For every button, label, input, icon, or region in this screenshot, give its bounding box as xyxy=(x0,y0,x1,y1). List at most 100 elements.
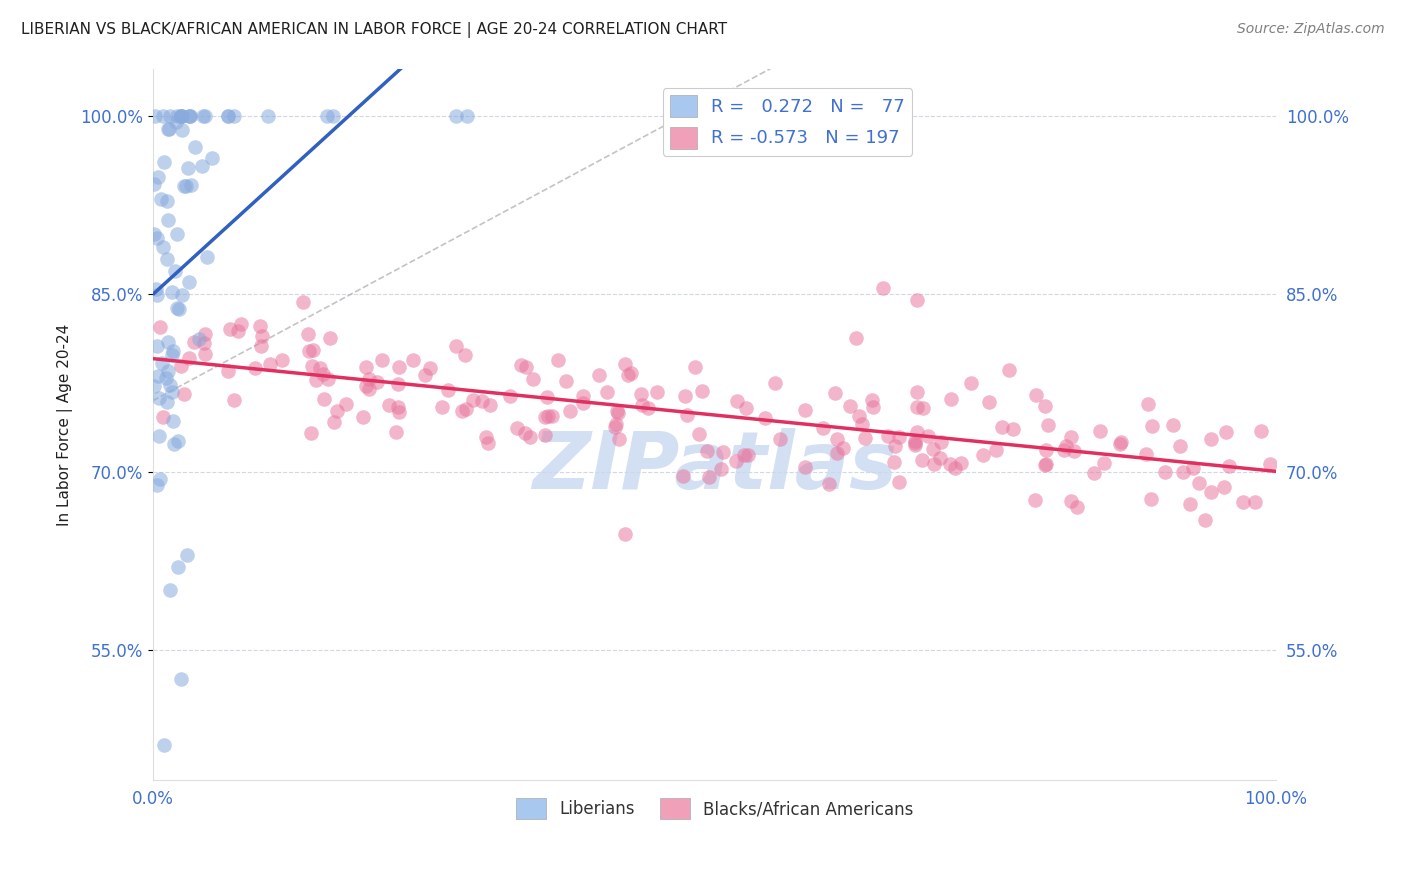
Point xyxy=(998,363,1021,377)
Point xyxy=(249,319,271,334)
Point xyxy=(605,417,627,431)
Point xyxy=(222,393,245,408)
Point xyxy=(1170,439,1192,453)
Point xyxy=(617,368,640,383)
Point xyxy=(218,322,240,336)
Point xyxy=(177,351,200,365)
Point xyxy=(499,389,522,403)
Point xyxy=(308,361,330,376)
Point xyxy=(155,371,177,385)
Point xyxy=(193,109,215,123)
Point xyxy=(195,250,218,264)
Point xyxy=(301,359,323,374)
Point xyxy=(1213,480,1236,494)
Point xyxy=(401,353,423,368)
Point xyxy=(180,178,202,192)
Point xyxy=(904,438,927,452)
Point xyxy=(630,387,652,401)
Point xyxy=(1060,494,1083,508)
Point xyxy=(456,402,478,417)
Point xyxy=(1215,425,1237,439)
Point xyxy=(312,392,335,406)
Point xyxy=(150,356,173,370)
Point xyxy=(1038,418,1060,433)
Point xyxy=(170,359,193,373)
Point xyxy=(152,409,174,424)
Y-axis label: In Labor Force | Age 20-24: In Labor Force | Age 20-24 xyxy=(58,323,73,525)
Point xyxy=(1137,397,1160,411)
Point xyxy=(1199,485,1222,500)
Point xyxy=(763,376,786,390)
Point xyxy=(385,425,408,439)
Point xyxy=(183,334,205,349)
Point xyxy=(359,372,381,386)
Point xyxy=(536,390,558,404)
Point xyxy=(537,409,560,423)
Point xyxy=(725,393,748,408)
Point xyxy=(862,392,884,407)
Point xyxy=(172,123,194,137)
Point xyxy=(1232,495,1254,509)
Point xyxy=(356,360,378,375)
Point xyxy=(143,379,166,393)
Point xyxy=(1244,494,1267,508)
Point xyxy=(160,285,183,299)
Point xyxy=(231,317,253,331)
Point xyxy=(146,287,169,301)
Point xyxy=(872,281,894,295)
Point xyxy=(245,360,267,375)
Point xyxy=(297,326,319,341)
Point xyxy=(177,161,200,176)
Point xyxy=(177,109,200,123)
Point xyxy=(1053,443,1076,458)
Point xyxy=(188,333,211,347)
Point xyxy=(166,109,188,123)
Point xyxy=(297,343,319,358)
Point xyxy=(156,395,179,409)
Point xyxy=(157,364,180,378)
Point xyxy=(883,455,905,469)
Point xyxy=(904,434,927,448)
Point xyxy=(366,375,388,389)
Point xyxy=(572,389,595,403)
Point xyxy=(256,109,278,123)
Point xyxy=(148,472,170,486)
Point xyxy=(596,384,619,399)
Point xyxy=(1199,432,1222,446)
Point xyxy=(1171,465,1194,479)
Point xyxy=(201,151,224,165)
Point xyxy=(169,109,191,123)
Point xyxy=(620,367,643,381)
Point xyxy=(451,403,474,417)
Point xyxy=(163,437,186,451)
Point xyxy=(172,109,194,123)
Point xyxy=(471,393,494,408)
Point xyxy=(217,109,239,123)
Point xyxy=(160,384,183,399)
Point xyxy=(152,240,174,254)
Point xyxy=(1035,442,1057,457)
Point xyxy=(673,389,696,403)
Point xyxy=(145,282,167,296)
Point xyxy=(588,368,610,382)
Point xyxy=(607,432,630,446)
Point xyxy=(522,372,544,386)
Point xyxy=(929,450,952,465)
Point xyxy=(1258,457,1281,471)
Point xyxy=(533,409,555,424)
Point xyxy=(292,295,315,310)
Point xyxy=(217,364,239,378)
Point xyxy=(1088,424,1111,438)
Point xyxy=(1194,513,1216,527)
Point xyxy=(319,331,342,345)
Point xyxy=(194,109,217,123)
Point xyxy=(226,324,249,338)
Point xyxy=(613,357,636,371)
Point xyxy=(737,448,759,462)
Point xyxy=(1109,437,1132,451)
Point xyxy=(547,352,569,367)
Point xyxy=(945,460,967,475)
Point xyxy=(1218,459,1240,474)
Point xyxy=(419,361,441,376)
Point xyxy=(148,429,170,443)
